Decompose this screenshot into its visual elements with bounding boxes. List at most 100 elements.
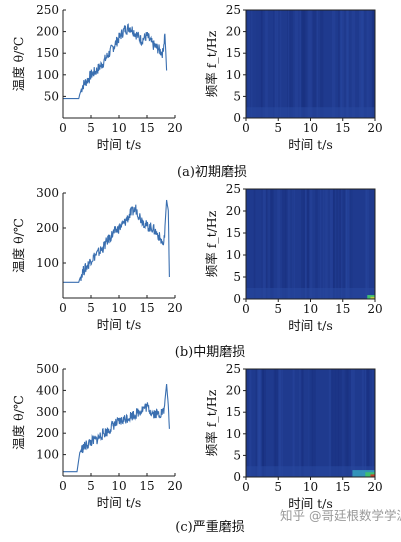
spectrum-stripe [260, 10, 262, 118]
y-tick-label: 200 [36, 221, 59, 235]
spectrum-stripe [358, 10, 362, 118]
spectrum-stripe [289, 10, 293, 118]
spectrum-stripe [279, 369, 282, 477]
spectrum-stripe [274, 10, 277, 118]
y-tick-label: 25 [226, 3, 241, 17]
y-axis-label: 频率 f_t/Hz [204, 30, 219, 97]
x-axis-label: 时间 t/s [288, 137, 333, 152]
x-tick-label: 5 [87, 121, 95, 135]
y-tick-label: 50 [44, 89, 59, 103]
x-tick-label: 10 [303, 302, 318, 316]
spectrum-stripe [282, 189, 286, 299]
spectrum-stripe [309, 369, 312, 477]
spectrum-stripe [346, 10, 349, 118]
spectrum-stripe [316, 10, 319, 118]
y-tick-label: 200 [36, 25, 59, 39]
spectrum-stripe [346, 10, 349, 118]
x-tick-label: 20 [167, 121, 182, 135]
spectrum-stripe [340, 369, 342, 477]
spectrum-stripe [366, 369, 369, 477]
spectrum-stripe [340, 189, 343, 299]
spectrum-stripe [338, 369, 341, 477]
hot-band-core [365, 472, 375, 477]
spectrum-stripe [288, 189, 293, 299]
spectrum-stripe [348, 189, 351, 299]
spectrum-stripe [345, 189, 348, 299]
caption-c: (c)严重磨损 [175, 519, 244, 535]
spectrum-stripe [312, 369, 316, 477]
x-tick-label: 15 [139, 301, 154, 315]
spectrum-stripe [255, 10, 259, 118]
temperature-line [63, 23, 168, 100]
x-tick-label: 0 [59, 479, 67, 493]
spectrum-stripe [273, 10, 275, 118]
spectrum-stripe [301, 189, 305, 299]
spectrum-stripe [341, 10, 344, 118]
y-tick-label: 300 [36, 405, 59, 419]
spectrum-stripe [345, 189, 349, 299]
spectrum-panel-1: 0 5 10 15 20 0 5 10 15 20 25 时间 t/s 频率 f_t/Hz [204, 182, 383, 333]
x-tick-label: 15 [139, 479, 154, 493]
spectrum-stripe [311, 369, 313, 477]
y-axis-label: 频率 f_t/Hz [204, 389, 219, 456]
spectrum-stripe [262, 189, 266, 299]
spectrum-stripe [328, 369, 331, 477]
temp-panel-1: 0 5 10 15 20 100 200 300 时间 t/s 温度 θ/℃ [11, 186, 183, 332]
spectrum-stripe [262, 369, 264, 477]
spectrum-stripe [323, 189, 325, 299]
spectrum-stripe [273, 369, 277, 477]
spectrum-stripe [340, 10, 342, 118]
x-axis-label: 时间 t/s [288, 318, 333, 333]
spectrum-stripe [312, 10, 317, 118]
y-axis-label: 频率 f_t/Hz [204, 210, 219, 277]
spectrum-stripe [298, 369, 302, 477]
y-tick-label: 300 [36, 186, 59, 200]
spectrum-stripe [320, 10, 324, 118]
y-tick-label: 10 [226, 427, 241, 441]
spectrum-stripe [280, 10, 282, 118]
temperature-line [63, 199, 170, 283]
spectrum-stripe [261, 369, 264, 477]
y-tick-label: 150 [36, 46, 59, 60]
spectrum-stripe [309, 189, 313, 299]
x-tick-label: 0 [59, 301, 67, 315]
spectrum-stripe [293, 369, 295, 477]
y-tick-label: 25 [226, 182, 241, 196]
spectrum-stripe [306, 189, 310, 299]
x-tick-label: 10 [111, 121, 126, 135]
y-tick-label: 0 [233, 111, 241, 125]
x-tick-label: 20 [167, 301, 182, 315]
y-tick-label: 15 [226, 405, 241, 419]
spectrum-stripe [301, 10, 305, 118]
temp-panel-2: 0 5 10 15 20 100 200 300 400 500 时间 t/s 温度 θ/℃ [11, 362, 183, 510]
spectrum-stripe [301, 369, 304, 477]
spectrum-stripe [294, 10, 299, 118]
spectrum-stripe [277, 189, 281, 299]
spectrum-stripe [292, 369, 294, 477]
y-tick-label: 250 [36, 3, 59, 17]
spectrum-stripe [299, 369, 303, 477]
y-tick-label: 20 [226, 384, 241, 398]
y-tick-label: 5 [233, 270, 241, 284]
spectrum-stripe [343, 189, 346, 299]
spectrum-stripe [340, 10, 342, 118]
spectrum-stripe [253, 189, 256, 299]
spectrum-stripe [279, 369, 282, 477]
x-tick-label: 10 [303, 121, 318, 135]
spectrum-stripe [331, 10, 336, 118]
x-axis-label: 时间 t/s [97, 495, 142, 510]
y-tick-label: 20 [226, 25, 241, 39]
x-axis-label: 时间 t/s [288, 496, 333, 511]
spectrum-stripe [259, 369, 261, 477]
low-frequency-band [246, 466, 375, 477]
spectrum-panel-2: 0 5 10 15 20 0 5 10 15 20 25 时间 t/s 频率 f_t/Hz [204, 362, 383, 511]
spectrum-stripe [344, 369, 349, 477]
x-tick-label: 20 [367, 480, 382, 494]
low-frequency-band [246, 288, 375, 299]
spectrum-stripe [350, 369, 355, 477]
spectrum-stripe [304, 189, 308, 299]
spectrum-stripe [303, 10, 307, 118]
spectrum-stripe [301, 10, 305, 118]
spectrum-stripe [255, 10, 260, 118]
